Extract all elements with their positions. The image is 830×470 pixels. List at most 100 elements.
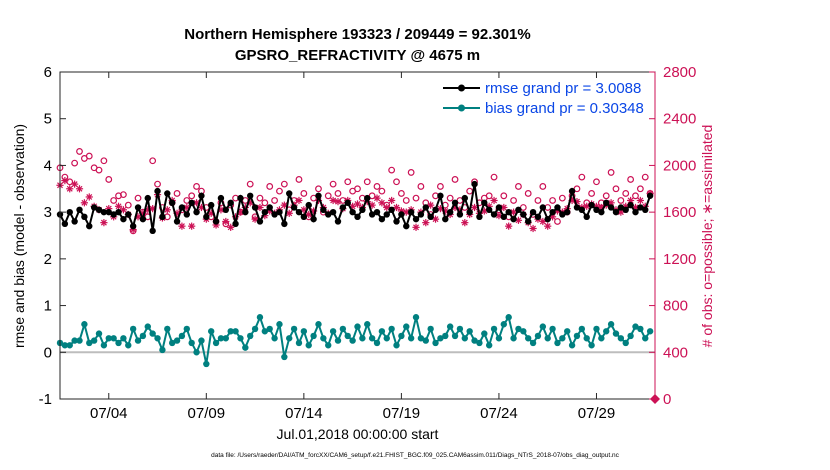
- series-1-point: [178, 332, 186, 340]
- assimilated-point: [119, 206, 128, 214]
- possible-point: [110, 197, 118, 204]
- possible-point: [641, 173, 649, 181]
- series-0-point: [588, 201, 595, 209]
- series-0-point: [515, 206, 522, 214]
- series-1-point: [81, 321, 88, 328]
- series-1-point: [378, 328, 386, 335]
- series-1-point: [242, 344, 249, 351]
- legend-label-1: bias grand pr = 0.30348: [485, 100, 644, 117]
- series-0-point: [593, 206, 600, 214]
- assimilated-point: [373, 194, 381, 202]
- series-0-point: [456, 211, 464, 218]
- series-1-point: [217, 335, 225, 342]
- series-1-point: [139, 332, 147, 340]
- series-0-point: [178, 204, 186, 211]
- series-1-point: [334, 337, 342, 344]
- y2-tick-label: 0: [663, 391, 671, 408]
- series-0-point: [539, 204, 547, 211]
- series-1-point: [325, 342, 332, 349]
- possible-point: [154, 180, 161, 188]
- y2-tick-label: 400: [663, 344, 688, 361]
- series-0-point: [76, 206, 83, 214]
- legend-label-0: rmse grand pr = 3.0088: [485, 80, 641, 97]
- y2-tick-label: 1600: [663, 204, 696, 221]
- series-1-point: [237, 335, 244, 342]
- possible-point: [261, 199, 269, 207]
- series-0-point: [188, 199, 195, 206]
- series-0-point: [256, 218, 264, 225]
- series-0-point: [90, 204, 98, 211]
- possible-point: [105, 176, 113, 183]
- possible-point: [417, 183, 425, 190]
- series-1-point: [612, 330, 620, 337]
- series-0-point: [81, 213, 88, 221]
- possible-point: [280, 180, 288, 188]
- possible-point: [256, 194, 264, 202]
- possible-point: [539, 183, 547, 190]
- series-0-point: [481, 199, 488, 206]
- series-0-point: [193, 208, 200, 216]
- series-0-point: [403, 222, 410, 230]
- possible-point: [588, 190, 595, 197]
- series-1-point: [125, 342, 132, 349]
- y2-tick-label: 2400: [663, 111, 696, 128]
- series-0-point: [305, 201, 312, 209]
- possible-point: [602, 192, 610, 200]
- series-1-point: [120, 335, 127, 342]
- series-0-point: [607, 204, 615, 211]
- series-0-point: [222, 206, 230, 214]
- series-1-point: [466, 328, 473, 335]
- x-tick-label: 07/14: [285, 405, 323, 422]
- series-1-point: [295, 339, 303, 347]
- series-0-point: [115, 208, 122, 216]
- series-0-point: [125, 211, 132, 218]
- series-1-point: [505, 314, 512, 321]
- series-0-point: [637, 204, 644, 211]
- series-0-point: [100, 208, 108, 216]
- series-0-point: [622, 206, 629, 214]
- series-0-point: [168, 199, 176, 206]
- series-0-point: [520, 211, 527, 218]
- series-1-point: [427, 325, 434, 333]
- possible-point: [300, 190, 308, 197]
- series-1-point: [437, 335, 444, 342]
- series-1-point: [300, 328, 308, 335]
- y2-tick-label: 800: [663, 298, 688, 315]
- series-1-point: [451, 332, 459, 340]
- assimilated-point: [470, 203, 479, 212]
- x-tick-label: 07/09: [188, 405, 226, 422]
- possible-point: [344, 178, 352, 186]
- possible-point: [446, 194, 454, 202]
- series-1-point: [261, 328, 269, 335]
- series-1-point: [129, 325, 137, 333]
- possible-point: [534, 197, 542, 204]
- series-1-point: [471, 337, 478, 344]
- assimilated-point: [61, 177, 69, 185]
- series-0-point: [627, 201, 634, 209]
- possible-point: [393, 178, 400, 186]
- series-0-point: [598, 208, 605, 216]
- legend-marker-0: [458, 84, 465, 92]
- possible-point: [437, 183, 444, 190]
- series-1-point: [593, 325, 600, 333]
- series-1-point: [603, 328, 610, 335]
- series-1-point: [539, 323, 547, 330]
- series-1-point: [222, 335, 230, 342]
- series-1-point: [368, 335, 376, 342]
- series-0-point: [339, 204, 347, 211]
- series-1-point: [461, 335, 468, 342]
- series-0-point: [476, 213, 483, 221]
- assimilated-point: [427, 201, 435, 209]
- assimilated-point: [636, 196, 644, 205]
- series-1-point: [281, 353, 288, 361]
- series-1-point: [134, 337, 142, 344]
- possible-point: [407, 169, 415, 176]
- series-1-point: [164, 325, 171, 333]
- x-tick-label: 07/24: [480, 405, 518, 422]
- assimilated-point: [100, 219, 108, 227]
- x-tick-label: 07/04: [90, 405, 128, 422]
- assimilated-point: [539, 217, 547, 226]
- series-0-point: [227, 199, 234, 206]
- chart-title: Northern Hemisphere 193323 / 209449 = 92…: [184, 26, 531, 43]
